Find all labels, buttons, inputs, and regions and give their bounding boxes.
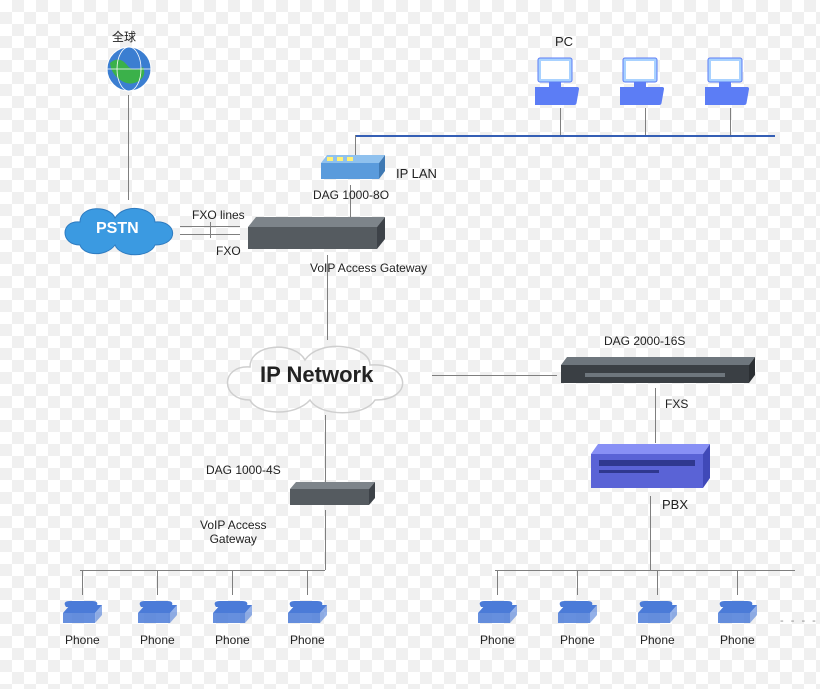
pbx-label: PBX bbox=[662, 497, 688, 512]
network-diagram-canvas: - - - - - 全球 PC bbox=[0, 0, 820, 689]
phone-icon-left-3 bbox=[210, 595, 255, 632]
ip-network-label: IP Network bbox=[260, 362, 373, 388]
pc-icon-3 bbox=[705, 55, 760, 115]
gateway2-to-leftbus bbox=[325, 510, 326, 570]
rack-server-icon bbox=[555, 355, 755, 392]
globe-label: 全球 bbox=[112, 28, 136, 45]
right-phone-drop-3 bbox=[657, 570, 658, 595]
dag2000-16s-label: DAG 2000-16S bbox=[604, 334, 685, 348]
phone-icon-left-1 bbox=[60, 595, 105, 632]
ellipsis: - - - - - bbox=[780, 615, 820, 627]
pbx-to-rightbus bbox=[650, 496, 651, 570]
phone-label-left-2: Phone bbox=[140, 633, 175, 647]
pc-label: PC bbox=[555, 34, 573, 49]
phone-icon-left-2 bbox=[135, 595, 180, 632]
phone-icon-right-3 bbox=[635, 595, 680, 632]
phone-label-left-3: Phone bbox=[215, 633, 250, 647]
pc-icon-2 bbox=[620, 55, 675, 115]
ip-lan-label: IP LAN bbox=[396, 166, 437, 181]
link-globe-pstn bbox=[128, 95, 129, 200]
right-phone-drop-2 bbox=[577, 570, 578, 595]
right-phone-drop-4 bbox=[737, 570, 738, 595]
voip-gateway-1-icon bbox=[240, 215, 385, 260]
phone-icon-right-1 bbox=[475, 595, 520, 632]
voip-gateway-2-label: VoIP Access Gateway bbox=[200, 518, 267, 546]
pstn-label: PSTN bbox=[96, 220, 139, 238]
left-phone-drop-4 bbox=[307, 570, 308, 595]
fxo-lines-label: FXO lines bbox=[192, 208, 245, 222]
right-phone-drop-1 bbox=[497, 570, 498, 595]
pc-icon-1 bbox=[535, 55, 590, 115]
dag1000-8o-label: DAG 1000-8O bbox=[313, 188, 389, 202]
dag1000-4s-label: DAG 1000-4S bbox=[206, 463, 281, 477]
pbx-icon bbox=[585, 440, 710, 500]
switch-to-bus bbox=[355, 135, 356, 157]
pc-bus bbox=[355, 135, 775, 137]
phone-icon-right-2 bbox=[555, 595, 600, 632]
phone-label-right-1: Phone bbox=[480, 633, 515, 647]
phone-icon-right-4 bbox=[715, 595, 760, 632]
phone-label-left-4: Phone bbox=[290, 633, 325, 647]
phone-label-left-1: Phone bbox=[65, 633, 100, 647]
ipnet-to-gateway2 bbox=[325, 415, 326, 483]
right-phone-bus bbox=[495, 570, 795, 571]
voip-gateway-1-label: VoIP Access Gateway bbox=[310, 261, 427, 275]
switch-icon bbox=[315, 155, 385, 190]
fxs-label: FXS bbox=[665, 397, 688, 411]
fxo-label: FXO bbox=[216, 244, 241, 258]
left-phone-drop-1 bbox=[82, 570, 83, 595]
rackserver-to-pbx bbox=[655, 388, 656, 443]
left-phone-drop-3 bbox=[232, 570, 233, 595]
left-phone-bus bbox=[80, 570, 325, 571]
phone-label-right-4: Phone bbox=[720, 633, 755, 647]
fxo-lines-tick bbox=[210, 222, 211, 238]
left-phone-drop-2 bbox=[157, 570, 158, 595]
voip-gateway-2-icon bbox=[285, 480, 375, 515]
phone-label-right-3: Phone bbox=[640, 633, 675, 647]
phone-label-right-2: Phone bbox=[560, 633, 595, 647]
globe-icon bbox=[105, 45, 153, 98]
phone-icon-left-4 bbox=[285, 595, 330, 632]
ipnet-to-rackserver bbox=[432, 375, 557, 376]
